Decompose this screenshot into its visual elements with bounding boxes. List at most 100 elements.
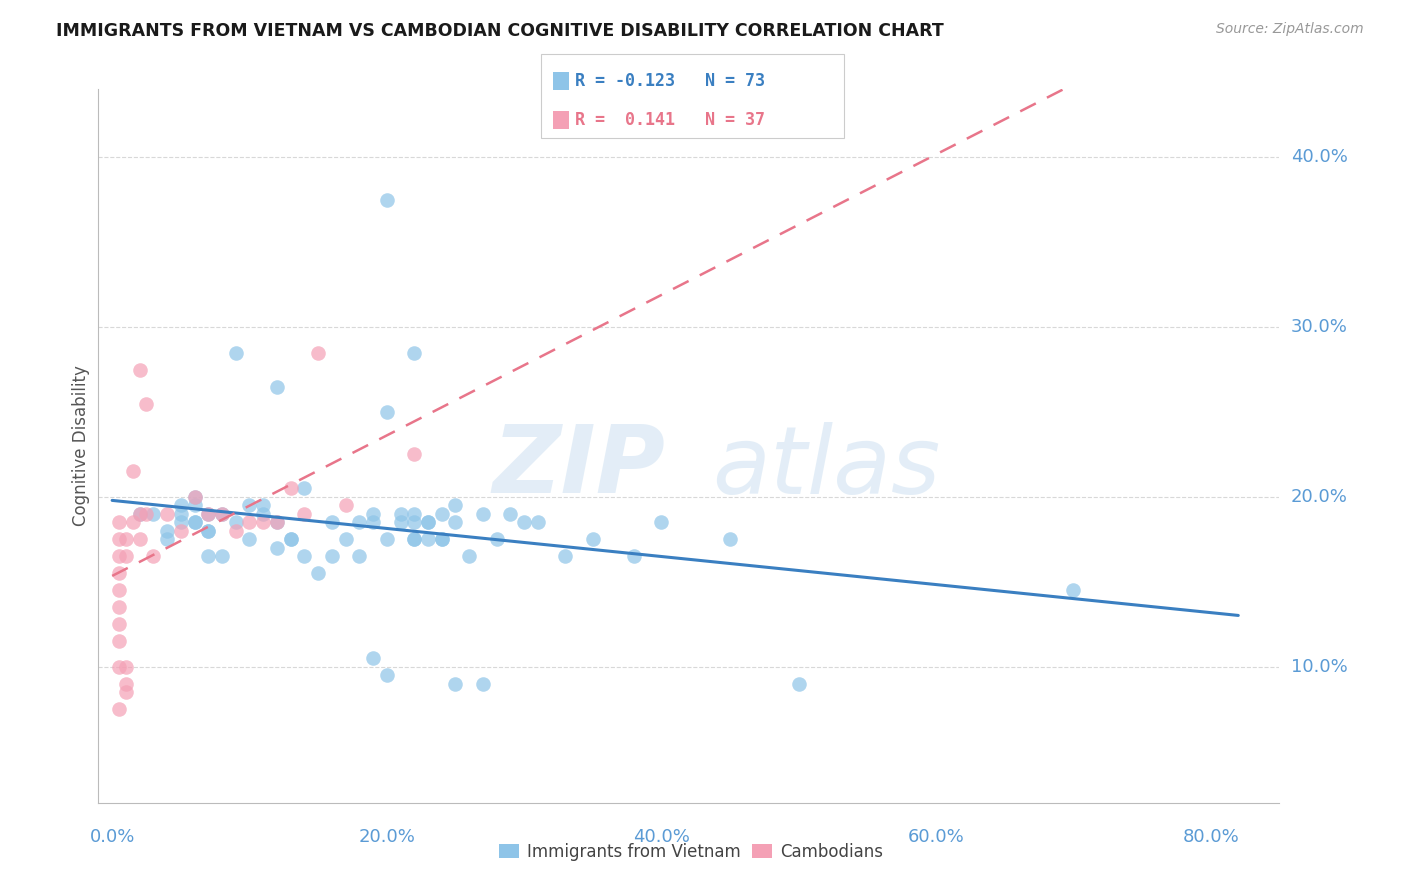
Point <box>197 507 219 521</box>
Text: 40.0%: 40.0% <box>1291 148 1347 166</box>
Point <box>225 516 247 530</box>
Text: Source: ZipAtlas.com: Source: ZipAtlas.com <box>1216 22 1364 37</box>
Point <box>404 345 426 359</box>
Point <box>115 685 138 699</box>
Point <box>211 507 233 521</box>
Point <box>252 499 274 513</box>
Point <box>115 533 138 547</box>
Point <box>444 499 467 513</box>
Point <box>416 533 439 547</box>
Point <box>280 533 302 547</box>
Point <box>718 533 741 547</box>
Point <box>444 516 467 530</box>
Point <box>128 533 150 547</box>
Point <box>321 516 343 530</box>
Point <box>307 345 329 359</box>
Point <box>389 516 412 530</box>
Point <box>527 516 550 530</box>
Point <box>128 362 150 376</box>
Point <box>375 405 398 419</box>
Point <box>444 677 467 691</box>
Text: 20.0%: 20.0% <box>359 828 415 846</box>
Point <box>294 507 316 521</box>
Text: 0.0%: 0.0% <box>90 828 135 846</box>
Point <box>404 516 426 530</box>
Point <box>349 549 371 564</box>
Point <box>513 516 536 530</box>
Point <box>238 533 260 547</box>
Point <box>211 549 233 564</box>
Point <box>238 499 260 513</box>
Text: 40.0%: 40.0% <box>633 828 690 846</box>
Point <box>280 482 302 496</box>
Point <box>225 524 247 538</box>
Point <box>115 549 138 564</box>
Point <box>294 482 316 496</box>
Text: IMMIGRANTS FROM VIETNAM VS CAMBODIAN COGNITIVE DISABILITY CORRELATION CHART: IMMIGRANTS FROM VIETNAM VS CAMBODIAN COG… <box>56 22 943 40</box>
Text: 30.0%: 30.0% <box>1291 318 1347 336</box>
Point <box>471 507 494 521</box>
Text: 20.0%: 20.0% <box>1291 488 1347 506</box>
Point <box>115 660 138 674</box>
Point <box>458 549 481 564</box>
Point <box>183 490 205 504</box>
Point <box>430 533 453 547</box>
Point <box>128 507 150 521</box>
Point <box>266 541 288 555</box>
Point <box>197 549 219 564</box>
Point <box>375 668 398 682</box>
Point <box>375 193 398 207</box>
Point <box>416 516 439 530</box>
Point <box>135 507 157 521</box>
Point <box>121 465 143 479</box>
Point <box>307 566 329 581</box>
Point <box>361 651 384 665</box>
Point <box>389 507 412 521</box>
Point <box>430 507 453 521</box>
Point <box>170 516 193 530</box>
Point <box>582 533 605 547</box>
Text: Cambodians: Cambodians <box>780 843 883 861</box>
Point <box>128 507 150 521</box>
Point <box>280 533 302 547</box>
Point <box>183 516 205 530</box>
Point <box>225 345 247 359</box>
Text: R = -0.123   N = 73: R = -0.123 N = 73 <box>575 71 765 89</box>
Point <box>156 507 179 521</box>
Text: Immigrants from Vietnam: Immigrants from Vietnam <box>527 843 741 861</box>
Point <box>142 549 165 564</box>
Point <box>787 677 810 691</box>
Text: 60.0%: 60.0% <box>908 828 965 846</box>
Point <box>115 677 138 691</box>
Text: ZIP: ZIP <box>492 421 665 514</box>
Point <box>108 617 131 632</box>
Point <box>156 524 179 538</box>
Point <box>156 533 179 547</box>
Point <box>266 516 288 530</box>
Point <box>170 507 193 521</box>
Point <box>335 533 357 547</box>
Point <box>108 660 131 674</box>
Point <box>252 516 274 530</box>
Point <box>238 516 260 530</box>
Point <box>404 507 426 521</box>
Point <box>197 524 219 538</box>
Point <box>650 516 672 530</box>
Point <box>108 583 131 598</box>
Point <box>349 516 371 530</box>
Point <box>108 533 131 547</box>
Point <box>170 499 193 513</box>
Point <box>108 702 131 716</box>
Point <box>404 533 426 547</box>
Text: R =  0.141   N = 37: R = 0.141 N = 37 <box>575 111 765 128</box>
Point <box>294 549 316 564</box>
Point <box>266 379 288 393</box>
Point <box>1062 583 1084 598</box>
Point <box>108 634 131 648</box>
Point <box>361 507 384 521</box>
Point <box>142 507 165 521</box>
Point <box>404 533 426 547</box>
Point <box>108 516 131 530</box>
Text: atlas: atlas <box>713 422 941 513</box>
Point <box>416 516 439 530</box>
